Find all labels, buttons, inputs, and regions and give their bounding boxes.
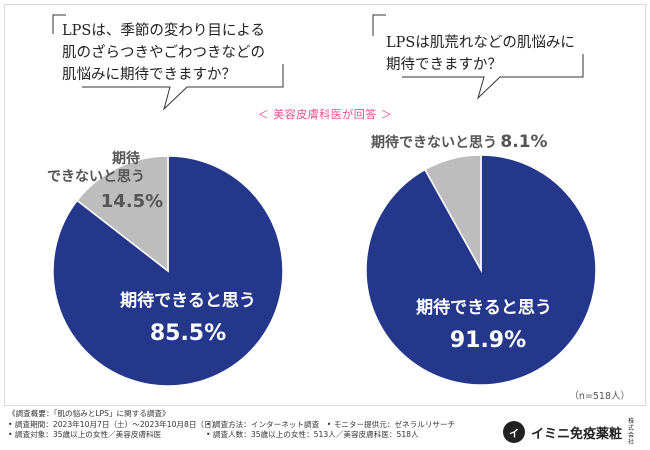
survey-period: • 調査期間：2023年10月7日（土）〜2023年10月8日（日） [8,419,220,429]
slice-value-expect: 91.9% [450,328,526,353]
survey-target: • 調査対象：35歳以上の女性／美容皮膚科医 [8,430,162,439]
brand-suffix: 株式会社 [628,418,635,446]
question-line: 肌のざらつきやごわつきなどの [62,45,265,61]
brand-name: イミニ免疫薬粧 [530,426,622,442]
slice-label-not-expect: 期待 [112,150,140,167]
bubble-outline-right [372,14,584,100]
pie-chart-left: 期待できると思う 85.5% 期待 できないと思う 14.5% [47,150,284,387]
slice-label-not-expect: 期待できないと思う [371,134,497,151]
question-line: 期待できますか？ [386,57,502,73]
question-line: 肌悩みに期待できますか？ [62,67,236,83]
brand-logo: イ イミニ免疫薬粧 株式会社 [502,418,638,446]
slice-label-expect: 期待できると思う [120,290,256,311]
question-line: LPSは、季節の変わり目による [62,23,265,39]
question-bubble-right: LPSは肌荒れなどの肌悩みに 期待できますか？ [372,14,584,100]
brand-mark-icon: イ [502,421,525,443]
survey-title: 《調査概要：「肌の悩みとLPS」に関する調査》 [8,409,170,418]
sample-size-label: （n=518人） [569,391,630,402]
pie-chart-right: 期待できると思う 91.9% 期待できないと思う 8.1% [365,132,597,386]
pie-slice-not-expect [76,155,169,273]
survey-count: • 調査人数：35歳以上の女性：513人／美容皮膚科医：518人 [206,430,419,439]
slice-label-expect: 期待できると思う [416,297,552,318]
survey-row: • 調査対象：35歳以上の女性／美容皮膚科医 • 調査人数：35歳以上の女性：5… [8,430,508,441]
slice-value-not-expect: 8.1% [500,132,547,152]
bubble-outline-left [52,14,284,111]
slice-label-not-expect: できないと思う [47,169,145,185]
question-bubble-left: LPSは、季節の変わり目による 肌のざらつきやごわつきなどの 肌悩みに期待できま… [52,14,284,111]
question-line: LPSは肌荒れなどの肌悩みに [386,35,575,51]
slice-value-expect: 85.5% [150,321,226,346]
respondent-label: ＜ 美容皮膚科医が回答 ＞ [257,108,393,121]
survey-footer: 《調査概要：「肌の悩みとLPS」に関する調査》 • 調査期間：2023年10月7… [8,409,508,441]
slice-value-not-expect: 14.5% [101,191,163,212]
pie-charts: 期待できると思う 85.5% 期待 できないと思う 14.5% 期待できると思う… [47,132,597,387]
survey-row: • 調査期間：2023年10月7日（土）〜2023年10月8日（日） • 調査方… [8,420,508,431]
pie-slice-not-expect [423,154,482,273]
survey-method: • 調査方法：インターネット調査 • モニター提供元：ゼネラルリサーチ [206,419,456,429]
